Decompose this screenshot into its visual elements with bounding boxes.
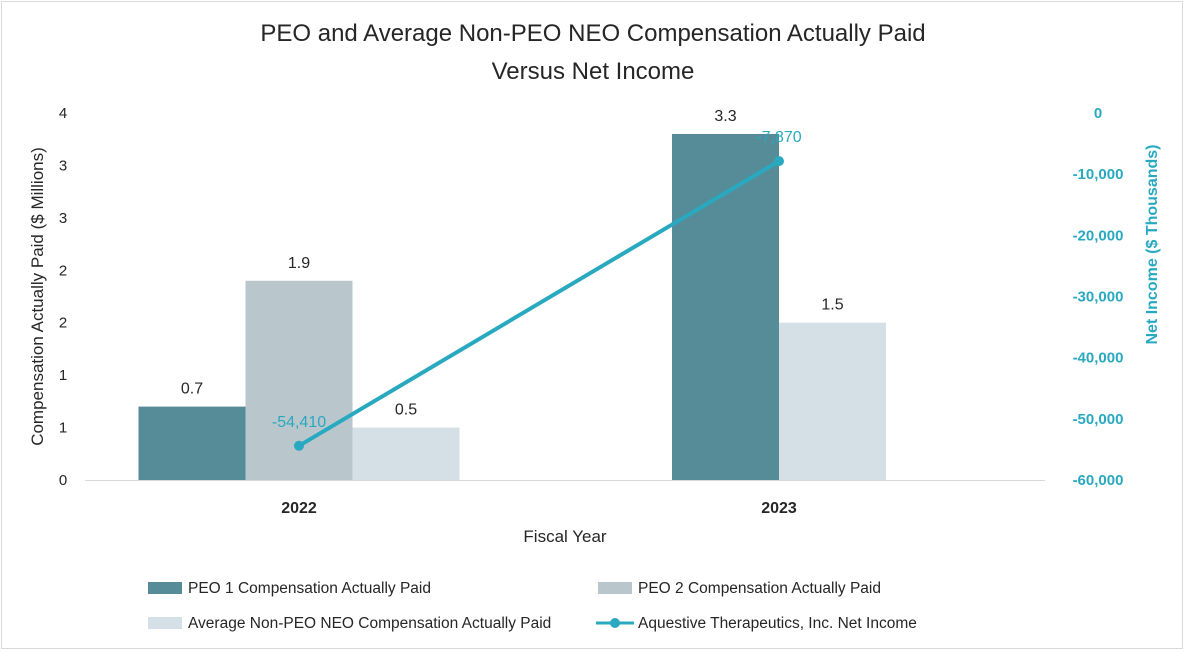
net-income-line [297,159,781,448]
y2-tick-label: -40,000 [1073,350,1124,367]
legend-swatch [598,582,632,594]
y2-tick-label: -60,000 [1073,472,1124,489]
y-tick-label: 0 [59,472,67,489]
legend-swatch [148,582,182,594]
y2-tick-label: 0 [1094,105,1102,122]
y-tick-label: 2 [59,262,67,279]
net-income-point-2023 [774,156,784,167]
bar-data-label: 3.3 [714,108,736,125]
bar-data-label: 0.7 [181,381,203,398]
y-tick-label: 2 [59,315,67,332]
legend-label: Average Non-PEO NEO Compensation Actuall… [188,615,551,632]
bar-data-label: 1.5 [821,297,843,314]
net-income-data-label: -54,410 [272,414,326,431]
x-tick-label-2022: 2022 [281,500,317,517]
y-tick-label: 1 [59,367,67,384]
legend-label: Aquestive Therapeutics, Inc. Net Income [638,615,917,632]
legend-label: PEO 1 Compensation Actually Paid [188,580,431,597]
chart-title-line-2: Versus Net Income [492,58,695,85]
y-tick-label: 4 [59,105,67,122]
bar-peo-1-compensation-actually-paid-2022 [138,406,246,480]
chart-title-line-1: PEO and Average Non-PEO NEO Compensation… [260,20,925,47]
y2-tick-label: -10,000 [1073,166,1124,183]
net-income-data-label: -7,870 [756,129,801,146]
x-axis-title: Fiscal Year [523,527,606,546]
y2-tick-label: -50,000 [1073,411,1124,428]
bar-data-label: 0.5 [395,402,417,419]
y2-tick-label: -30,000 [1073,289,1124,306]
legend-label: PEO 2 Compensation Actually Paid [638,580,881,597]
y-tick-label: 3 [59,210,67,227]
bar-data-label: 1.9 [288,255,310,272]
y2-tick-label: -20,000 [1073,227,1124,244]
x-tick-label-2023: 2023 [761,500,797,517]
y2-axis-title: Net Income ($ Thousands) [1144,144,1161,344]
net-income-point-2022 [294,440,304,451]
legend-swatch-marker [610,618,620,628]
y-tick-label: 1 [59,420,67,437]
legend-swatch [148,617,182,629]
y-axis-title: Compensation Actually Paid ($ Millions) [28,147,47,446]
bar-peo-1-compensation-actually-paid-2023 [672,133,779,480]
bar-average-non-peo-neo-compensation-actually-paid-2022 [352,427,460,480]
y-tick-label: 3 [59,157,67,174]
bar-average-non-peo-neo-compensation-actually-paid-2023 [779,322,886,480]
